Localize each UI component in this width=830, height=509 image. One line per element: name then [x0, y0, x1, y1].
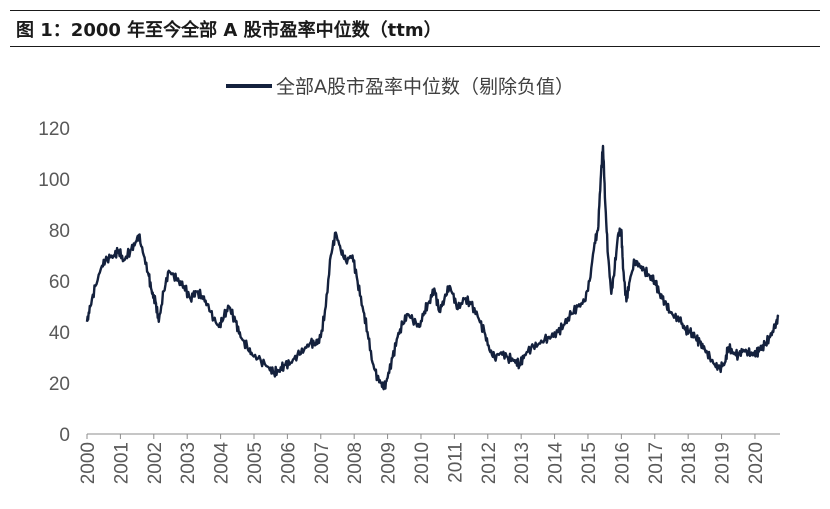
x-tick-label: 2003 — [178, 442, 199, 484]
series-layer — [85, 144, 780, 391]
chart-legend: 全部A股市盈率中位数（剔除负值） — [226, 76, 574, 98]
header-top-rule — [10, 10, 820, 11]
figure-header: 图 1：2000 年至今全部 A 股市盈率中位数（ttm） — [0, 0, 830, 48]
x-tick-label: 2018 — [679, 442, 700, 484]
x-tick-label: 2014 — [546, 442, 567, 485]
x-tick-label: 2001 — [111, 442, 132, 484]
x-tick-label: 2015 — [579, 442, 600, 484]
x-tick-label: 2000 — [78, 442, 99, 484]
x-tick-label: 2019 — [713, 442, 734, 484]
x-tick-label: 2016 — [612, 442, 633, 484]
x-tick-label: 2004 — [212, 442, 233, 485]
x-tick-label: 2005 — [245, 442, 266, 484]
x-tick-label: 2013 — [512, 442, 533, 484]
x-axis: 2000 2001 2002 2003 2004 2005 2006 2007 2008 2009… — [78, 433, 780, 485]
x-tick-label: 2017 — [646, 442, 667, 484]
x-tick-label: 2010 — [412, 442, 433, 484]
x-tick-label: 2008 — [345, 442, 366, 484]
y-tick-label: 80 — [49, 221, 70, 242]
x-tick-label: 2009 — [379, 442, 400, 484]
x-tick-label: 2011 — [445, 442, 466, 483]
y-tick-label: 120 — [38, 119, 70, 140]
y-tick-label: 100 — [38, 170, 70, 191]
header-bottom-rule — [10, 46, 820, 47]
y-tick-label: 60 — [49, 272, 70, 293]
x-tick-label: 2012 — [479, 442, 500, 484]
y-tick-label: 0 — [59, 425, 70, 446]
legend-label: 全部A股市盈率中位数（剔除负值） — [276, 76, 574, 98]
y-axis: 0 20 40 60 80 100 120 — [38, 119, 70, 446]
figure-title: 图 1：2000 年至今全部 A 股市盈率中位数（ttm） — [16, 20, 442, 41]
y-tick-label: 40 — [49, 323, 70, 344]
x-tick-label: 2007 — [312, 442, 333, 484]
x-tick-label: 2006 — [278, 442, 299, 484]
series-line-0 — [85, 144, 780, 391]
y-tick-label: 20 — [49, 374, 70, 395]
x-tick-label: 2002 — [145, 442, 166, 484]
x-tick-label: 2020 — [746, 442, 767, 484]
